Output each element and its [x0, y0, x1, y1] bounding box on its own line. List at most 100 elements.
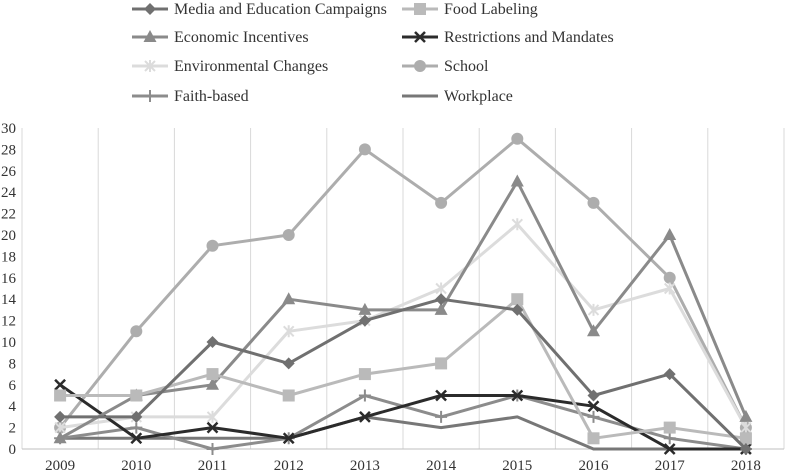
data-point	[587, 303, 600, 316]
y-tick-label: 24	[1, 185, 17, 201]
legend-label: Food Labeling	[444, 1, 538, 18]
series-line	[60, 297, 747, 451]
data-point	[358, 389, 371, 402]
legend-label: Restrictions and Mandates	[444, 29, 614, 46]
y-tick-label: 16	[1, 271, 17, 287]
legend-item: School	[402, 58, 489, 75]
legend-marker	[414, 3, 426, 15]
data-point	[663, 282, 676, 295]
legend-marker	[144, 90, 156, 102]
data-point	[130, 389, 143, 402]
x-tick-label: 2015	[502, 458, 532, 473]
data-point	[510, 174, 524, 187]
data-point	[206, 410, 219, 423]
series-line	[58, 137, 748, 429]
data-point	[739, 409, 753, 422]
x-tick-label: 2010	[121, 458, 151, 473]
data-point	[130, 421, 143, 434]
data-point	[206, 443, 219, 455]
y-tick-label: 26	[1, 164, 17, 180]
y-tick-label: 0	[9, 442, 17, 458]
legend-label: Faith-based	[174, 88, 249, 105]
data-point	[435, 282, 447, 295]
data-point	[435, 389, 447, 402]
data-point	[358, 368, 371, 381]
y-tick-label: 6	[9, 378, 17, 394]
legend-item: Environmental Changes	[132, 58, 328, 75]
data-point	[587, 324, 600, 337]
data-point	[739, 432, 752, 445]
data-point	[54, 378, 66, 391]
y-tick-label: 22	[1, 207, 16, 223]
y-tick-label: 12	[1, 314, 16, 330]
y-tick-label: 2	[9, 421, 17, 437]
legend-label: Media and Education Campaigns	[174, 1, 387, 18]
legend-label: Environmental Changes	[174, 58, 328, 75]
series-line	[60, 297, 747, 440]
data-point	[54, 410, 67, 423]
legend-marker	[143, 30, 157, 42]
legend-item: Faith-based	[132, 88, 249, 105]
data-point	[53, 431, 67, 444]
data-point	[282, 292, 296, 305]
data-point	[130, 432, 143, 445]
y-tick-label: 10	[1, 335, 16, 351]
x-tick-label: 2014	[426, 458, 457, 473]
data-point	[282, 325, 295, 338]
series-line	[59, 383, 746, 451]
legend-label: Workplace	[444, 88, 513, 105]
data-point	[587, 400, 600, 413]
data-point	[54, 389, 67, 402]
data-point	[663, 228, 677, 240]
series-5	[54, 132, 752, 434]
data-point	[435, 410, 448, 423]
x-tick-label: 2011	[198, 458, 227, 473]
legend-label: Economic Incentives	[174, 29, 309, 46]
series-0	[54, 293, 752, 455]
series-4	[54, 218, 752, 434]
data-point	[358, 143, 371, 156]
series-1	[54, 293, 752, 445]
data-point	[587, 389, 600, 402]
data-point	[663, 443, 676, 455]
x-tick-label: 2013	[350, 458, 380, 473]
data-point	[587, 410, 600, 423]
data-point	[282, 357, 295, 370]
data-point	[206, 377, 219, 390]
series-layer	[53, 132, 753, 455]
y-tick-label: 4	[9, 399, 17, 415]
data-point	[282, 229, 295, 241]
data-point	[587, 196, 600, 209]
data-point	[282, 389, 295, 402]
legend-item: Restrictions and Mandates	[402, 29, 614, 46]
data-point	[359, 411, 371, 423]
data-point	[511, 389, 524, 402]
data-point	[511, 303, 524, 316]
legend-marker	[144, 60, 156, 72]
data-point	[434, 302, 448, 315]
legend-item: Media and Education Campaigns	[132, 1, 387, 18]
legend-item: Workplace	[402, 88, 513, 105]
data-point	[511, 132, 524, 145]
data-point	[435, 357, 448, 370]
data-point	[282, 432, 295, 445]
legend-item: Economic Incentives	[132, 29, 309, 46]
legend: Media and Education Campaigns Food Labeli…	[132, 1, 614, 105]
data-point	[511, 218, 524, 231]
data-point	[663, 432, 676, 445]
data-point	[130, 325, 143, 338]
data-point	[663, 368, 676, 381]
y-tick-label: 18	[1, 249, 16, 265]
legend-marker	[414, 60, 426, 72]
data-point	[511, 293, 524, 306]
x-tick-label: 2009	[45, 458, 75, 473]
data-point	[435, 293, 448, 306]
x-tick-label: 2012	[274, 458, 304, 473]
data-point	[435, 196, 448, 209]
y-tick-label: 14	[1, 292, 17, 308]
series-3	[54, 378, 752, 455]
series-line	[59, 222, 748, 430]
x-tick-label: 2016	[579, 458, 610, 473]
